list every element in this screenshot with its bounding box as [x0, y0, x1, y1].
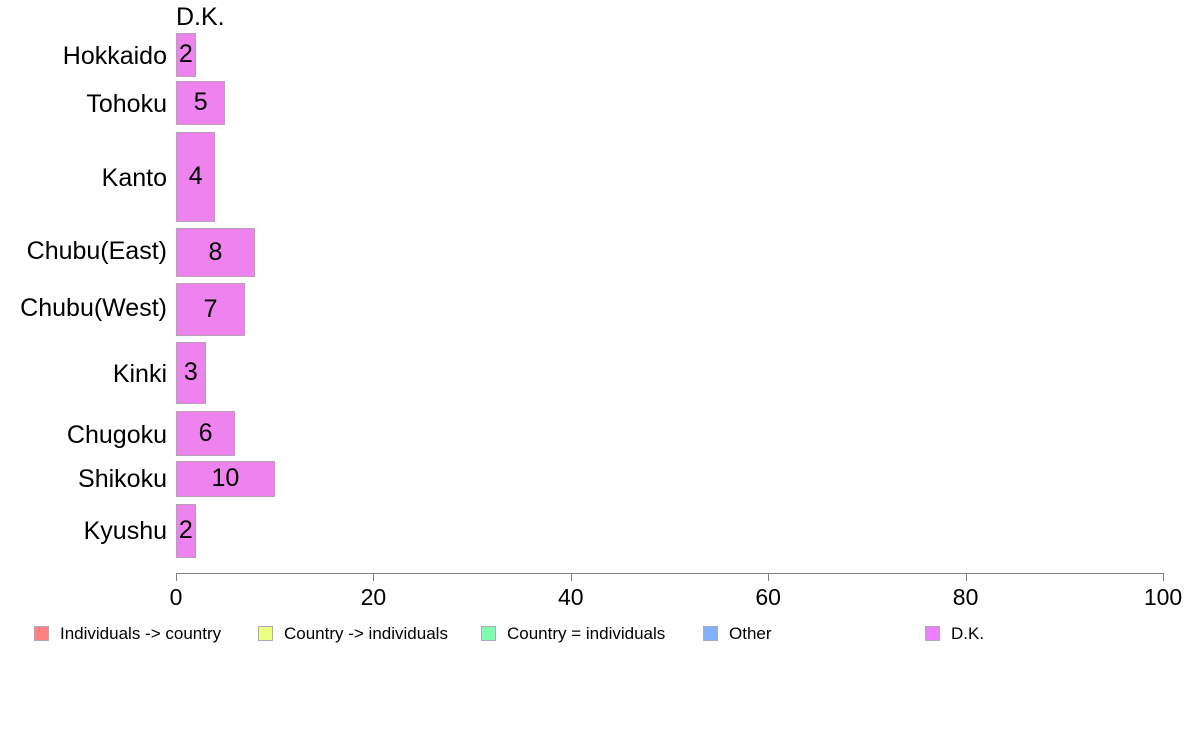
bar-value-label: 2: [178, 516, 193, 544]
x-axis-tick: [965, 573, 967, 581]
bar-value-label: 4: [188, 162, 203, 190]
bar: [176, 132, 216, 222]
legend-swatch-icon: [258, 626, 273, 641]
legend-label: Country -> individuals: [284, 624, 448, 643]
legend-item[interactable]: Other: [703, 625, 772, 642]
chart-column-title: D.K.: [176, 3, 225, 31]
category-label: Chubu(East): [26, 237, 167, 265]
bar-value-label: 7: [203, 294, 218, 323]
legend-swatch-icon: [703, 626, 718, 641]
category-label: Kanto: [101, 164, 167, 192]
category-label: Chugoku: [66, 421, 167, 449]
category-label: Shikoku: [78, 465, 167, 493]
category-label: Kinki: [112, 360, 167, 388]
legend-swatch-icon: [34, 626, 49, 641]
x-axis-tick-label: 40: [558, 584, 584, 610]
bar-value-label: 6: [198, 418, 213, 447]
bar: [176, 283, 246, 336]
x-axis-tick-label: 80: [952, 584, 979, 610]
x-axis-tick: [768, 573, 770, 581]
x-axis-tick-label: 100: [1143, 584, 1183, 610]
bar: [176, 411, 236, 456]
bar-value-label: 5: [193, 88, 208, 116]
legend-swatch-icon: [481, 626, 496, 641]
legend-item[interactable]: Individuals -> country: [34, 625, 221, 642]
x-axis-tick-label: 60: [755, 584, 781, 610]
bar-value-label: 10: [211, 464, 240, 492]
category-label: Chubu(West): [20, 294, 167, 322]
bar: [176, 33, 196, 77]
legend-swatch-icon: [925, 626, 940, 641]
bar: [176, 461, 275, 497]
legend-item[interactable]: Country = individuals: [481, 625, 665, 642]
legend-label: Other: [729, 624, 772, 643]
x-axis-tick-label: 20: [360, 584, 387, 610]
bar-value-label: 3: [183, 358, 198, 386]
bar: [176, 81, 226, 125]
bar: [176, 342, 206, 404]
bar-value-label: 2: [178, 40, 193, 68]
legend-label: Country = individuals: [507, 624, 666, 643]
legend-item[interactable]: Country -> individuals: [258, 625, 448, 642]
legend-item[interactable]: D.K.: [925, 625, 984, 642]
x-axis-tick: [1163, 573, 1164, 581]
category-label: Kyushu: [83, 517, 167, 545]
x-axis-tick: [570, 573, 572, 581]
x-axis-line: [176, 573, 1163, 574]
category-label: Tohoku: [86, 90, 167, 118]
bar: [176, 504, 196, 558]
x-axis-tick-label: 0: [169, 584, 183, 610]
x-axis-tick: [373, 573, 375, 581]
category-label: Hokkaido: [62, 42, 167, 70]
bar: [176, 228, 255, 277]
bar-value-label: 8: [208, 237, 223, 266]
legend-label: Individuals -> country: [60, 624, 222, 643]
legend-label: D.K.: [951, 624, 985, 643]
x-axis-tick: [176, 573, 177, 581]
